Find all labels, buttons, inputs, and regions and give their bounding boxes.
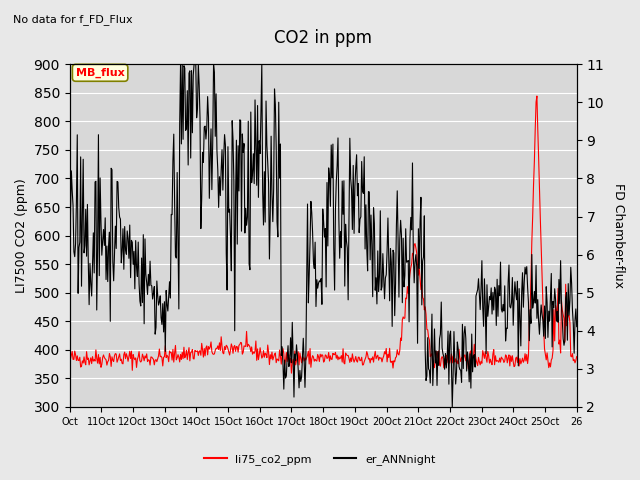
Y-axis label: LI7500 CO2 (ppm): LI7500 CO2 (ppm)	[15, 178, 28, 293]
Text: No data for f_FD_Flux: No data for f_FD_Flux	[13, 14, 132, 25]
Legend: li75_co2_ppm, er_ANNnight: li75_co2_ppm, er_ANNnight	[200, 450, 440, 469]
Title: CO2 in ppm: CO2 in ppm	[274, 29, 372, 48]
Text: MB_flux: MB_flux	[76, 68, 125, 78]
Y-axis label: FD Chamber-flux: FD Chamber-flux	[612, 183, 625, 288]
